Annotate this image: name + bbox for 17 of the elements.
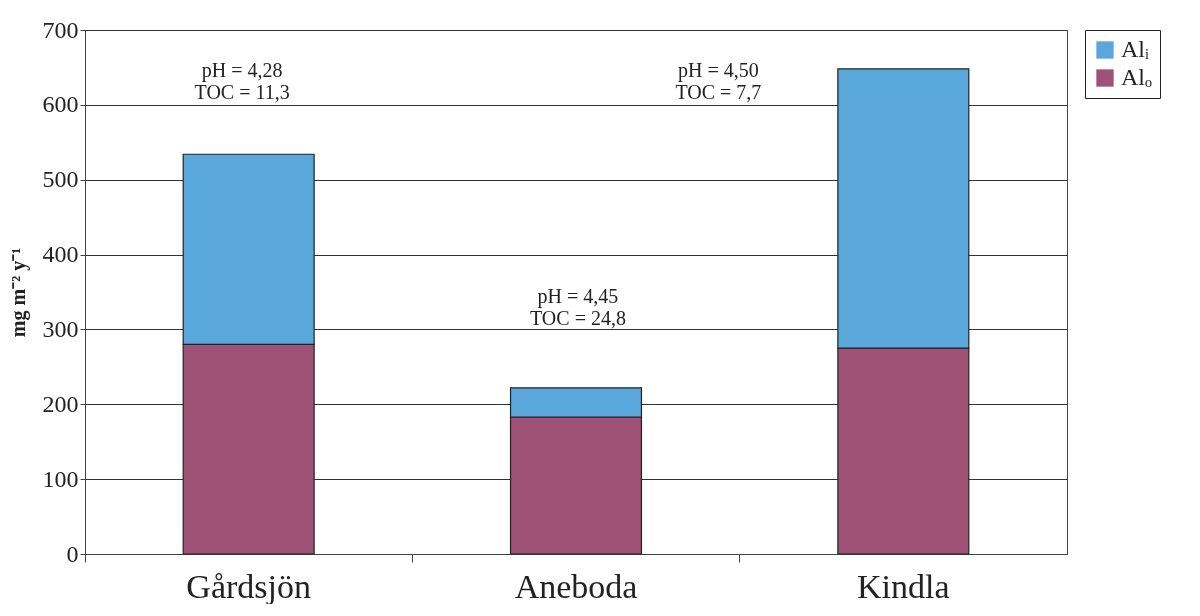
y-axis-title: mg m⁻² y⁻¹ (6, 247, 30, 338)
annotation: pH = 4,50 TOC = 7,7 (675, 58, 762, 103)
y-tick-label: 700 (42, 16, 79, 43)
x-tick-label: Kindla (857, 567, 950, 605)
y-tick-label: 0 (66, 540, 79, 567)
y-tick-label: 500 (42, 166, 79, 193)
legend-label: Alₒ (1121, 64, 1152, 90)
legend-label: Alᵢ (1121, 36, 1149, 62)
y-tick-label: 300 (42, 315, 79, 342)
annotation: pH = 4,28 TOC = 11,3 (194, 58, 290, 103)
y-tick-label: 100 (42, 465, 79, 492)
y-tick-label: 400 (42, 241, 79, 268)
x-tick-label: Aneboda (514, 567, 638, 605)
y-tick-label: 200 (42, 390, 79, 417)
x-tick-label: Gårdsjön (186, 567, 311, 605)
annotation: pH = 4,45 TOC = 24,8 (530, 285, 626, 330)
y-tick-label: 600 (42, 91, 79, 118)
